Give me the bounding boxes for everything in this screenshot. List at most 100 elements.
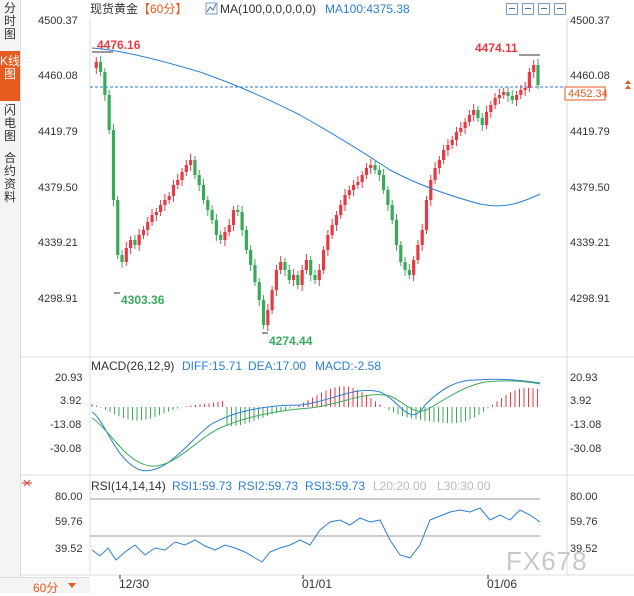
indicator-icon[interactable] [205,2,218,15]
tab-time-chart[interactable]: 分时图 [3,1,16,41]
low2-label: 4274.44 [269,334,313,348]
tick-left-3: 4379.50 [38,182,78,194]
candle-body [124,248,128,262]
crosshair-icon[interactable] [506,3,518,15]
macd-tick-r2: -13.08 [570,419,601,431]
candle-body [519,90,523,95]
time-axis: 12/30 01/01 01/06 [119,575,517,591]
candle-body [377,170,381,175]
ma-params: MA(100,0,0,0,0,0) [220,2,316,16]
candle-body [210,210,214,220]
tick-left-1: 4460.08 [38,70,78,82]
candle-body [120,255,124,262]
candle-body [480,118,484,125]
candle-body [472,110,476,115]
candle-body [236,210,240,212]
candle-body [128,240,133,248]
candle-body [454,132,459,140]
chart-type-icon[interactable] [538,3,550,15]
candle-body [532,65,536,72]
macd-tick-l0: 20.93 [55,372,83,384]
rsi-title: RSI(14,14,14) [91,479,166,493]
candle-body [343,195,347,205]
fullscreen-icon[interactable] [554,3,566,15]
candle-body [154,212,158,215]
candle-body [107,95,111,130]
macd-title: MACD(26,12,9) [91,359,174,373]
candle-body [463,122,467,128]
symbol-title: 现货黄金 [90,1,138,16]
candle-body [141,230,146,235]
candle-body [240,212,244,230]
tick-left-5: 4298.91 [38,293,78,305]
expand-icon[interactable] [522,3,534,15]
rsi-axis: 80.00 59.76 39.52 80.00 59.76 39.52 [55,491,598,555]
candle-body [493,98,497,105]
rsi-tick-l0: 80.00 [55,491,83,503]
candle-body [382,175,386,190]
candle-body [386,190,390,205]
candle-body [171,185,176,196]
candle-body [536,65,540,85]
scroll-up-icon[interactable] [625,80,631,89]
macd-tick-r0: 20.93 [570,372,598,384]
candle-body [146,222,150,230]
tick-right-1: 4460.08 [570,70,610,82]
period-selector[interactable]: 60分 [0,577,90,595]
rsi-settings-icon[interactable] [22,479,32,487]
candle-body [497,95,502,98]
candle-body [159,205,163,212]
candle-body [98,62,103,72]
candle-body [270,290,274,310]
tick-right-4: 4339.21 [570,237,610,249]
candle-body [420,230,424,245]
candle-body [489,105,493,112]
tab-flash-chart[interactable]: 闪电图 [3,103,16,143]
candle-body [334,215,339,225]
candle-body [467,115,471,122]
tab-contract-info[interactable]: 合约资料 [3,151,16,204]
candle-body [291,275,296,280]
candle-body [514,95,519,100]
candle-body [296,275,300,285]
candle-body [339,205,343,215]
macd-tick-l1: 3.92 [60,395,81,407]
candle-body [111,130,116,200]
candle-body [163,200,167,205]
candle-body [326,235,330,250]
candle-body [231,210,236,225]
rsi-rsi1: RSI1:59.73 [172,479,232,493]
period-selector-label: 60分 [33,581,59,595]
candle-body [103,72,107,95]
candle-body [317,270,321,280]
candle-body [313,275,317,280]
macd-diff: DIFF:15.71 [182,359,242,373]
macd-value: MACD:-2.58 [315,359,381,373]
candle-body [184,165,188,172]
candle-body [373,165,377,170]
main-axis-left: 4500.37 4460.08 4419.79 4379.50 4339.21 … [38,15,78,305]
candle-body [429,180,433,200]
candle-body [133,240,137,245]
candle-body [527,72,532,88]
candle-body [304,260,309,270]
candle-body [279,262,283,270]
high-right-label: 4474.11 [475,41,518,55]
candle-body [424,200,429,230]
candle-body [244,230,248,250]
candle-body [450,140,454,145]
candle-body [253,265,257,282]
tab-kline-chart[interactable]: K线图 [0,51,20,101]
rsi-tick-r2: 39.52 [570,543,598,555]
candle-body [523,88,527,90]
macd-dea-line [91,380,541,467]
candle-body [437,160,441,168]
tick-right-2: 4419.79 [570,126,610,138]
macd-tick-r3: -30.08 [570,443,601,455]
tick-right-0: 4500.37 [570,15,610,27]
macd-axis: 20.93 3.92 -13.08 -30.08 20.93 3.92 -13.… [50,372,601,455]
candle-body [180,172,184,180]
candle-body [446,145,450,150]
tick-left-4: 4339.21 [38,237,78,249]
